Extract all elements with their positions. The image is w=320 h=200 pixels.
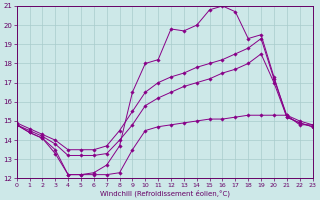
X-axis label: Windchill (Refroidissement éolien,°C): Windchill (Refroidissement éolien,°C) <box>100 189 229 197</box>
